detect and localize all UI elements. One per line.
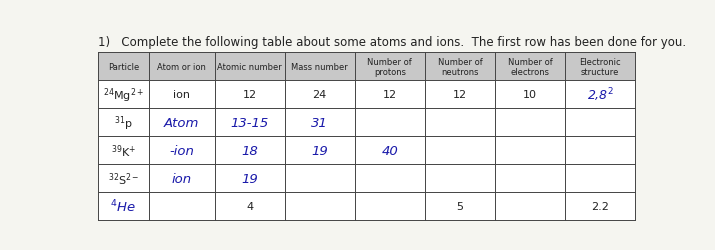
Text: Number of
neutrons: Number of neutrons [438, 58, 483, 77]
Text: $^{4}$He: $^{4}$He [110, 198, 137, 215]
Text: ion: ion [173, 90, 190, 100]
Text: Particle: Particle [108, 62, 139, 72]
Bar [98, 109, 635, 137]
Text: 2.2: 2.2 [591, 202, 609, 211]
Text: 18: 18 [241, 144, 258, 157]
Text: $^{32}$S$^{2-}$: $^{32}$S$^{2-}$ [107, 170, 139, 187]
Text: Atom: Atom [164, 116, 199, 129]
Text: 24: 24 [312, 90, 327, 100]
Text: 4: 4 [246, 202, 253, 211]
Text: Number of
electrons: Number of electrons [508, 58, 553, 77]
Bar [98, 193, 635, 220]
Text: 40: 40 [381, 144, 398, 157]
Text: 13-15: 13-15 [230, 116, 269, 129]
Text: 19: 19 [241, 172, 258, 185]
Text: 5: 5 [456, 202, 463, 211]
Text: Electronic
structure: Electronic structure [579, 58, 621, 77]
Bar [98, 137, 635, 165]
Text: Atomic number: Atomic number [217, 62, 282, 72]
Text: 1)   Complete the following table about some atoms and ions.  The first row has : 1) Complete the following table about so… [98, 36, 686, 49]
Text: 19: 19 [311, 144, 328, 157]
Bar [98, 53, 635, 81]
Text: 10: 10 [523, 90, 537, 100]
Text: 12: 12 [453, 90, 467, 100]
Text: 31: 31 [311, 116, 328, 129]
Bar [98, 165, 635, 193]
Text: $^{39}$K$^{+}$: $^{39}$K$^{+}$ [111, 142, 136, 159]
Text: 12: 12 [383, 90, 397, 100]
Text: ion: ion [172, 172, 192, 185]
Text: 2,8$^{2}$: 2,8$^{2}$ [587, 86, 613, 104]
Text: Mass number: Mass number [291, 62, 348, 72]
Text: $^{31}$p: $^{31}$p [114, 114, 133, 132]
Text: $^{24}$Mg$^{2+}$: $^{24}$Mg$^{2+}$ [103, 86, 144, 104]
Text: 12: 12 [242, 90, 257, 100]
Text: Atom or ion: Atom or ion [157, 62, 206, 72]
Text: -ion: -ion [169, 144, 194, 157]
Text: Number of
protons: Number of protons [368, 58, 412, 77]
Bar [98, 81, 635, 109]
